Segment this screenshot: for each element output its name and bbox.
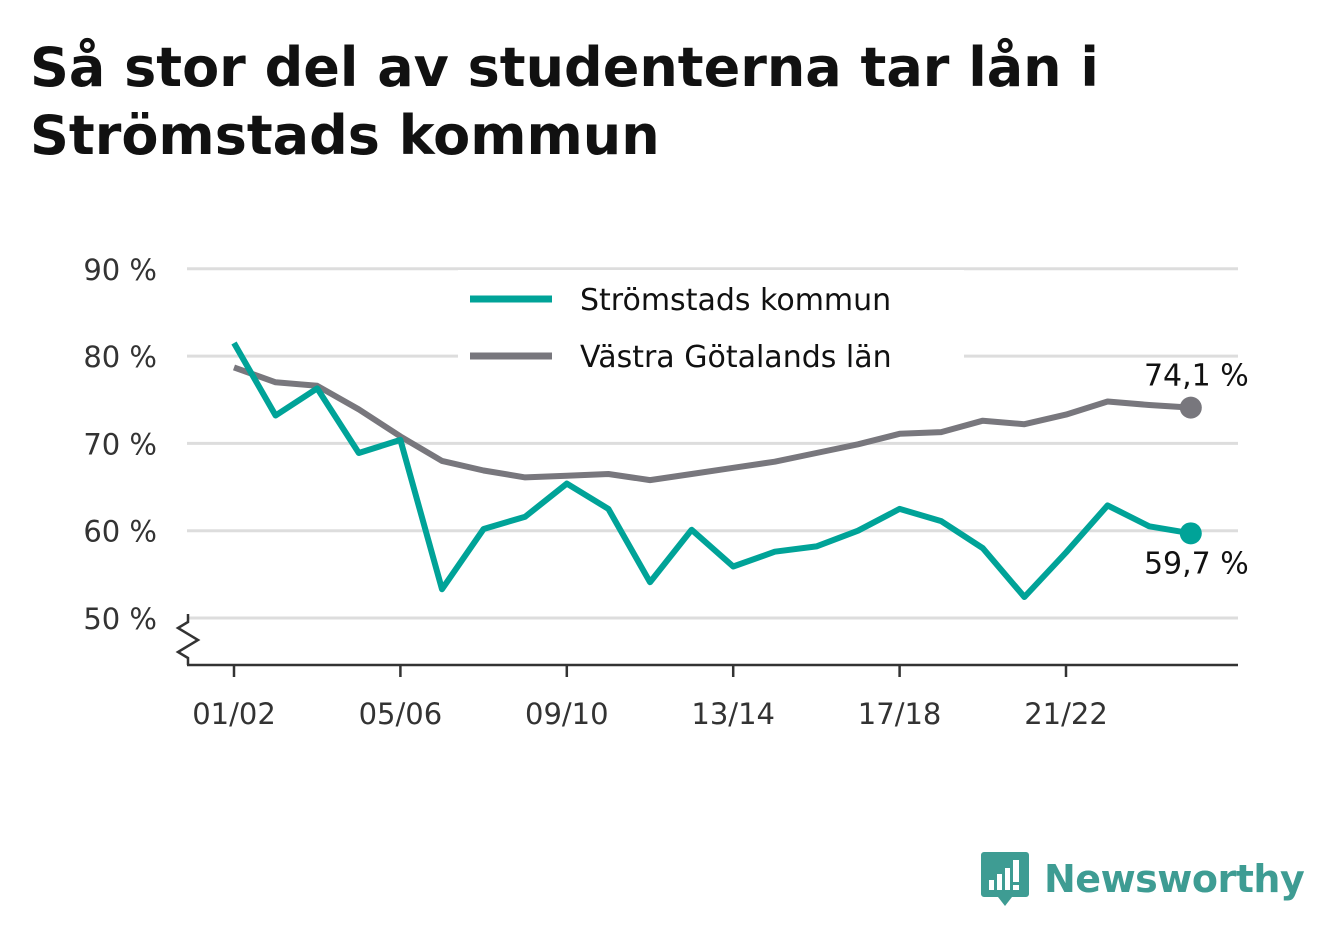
series-end-point-0 <box>1179 522 1202 545</box>
brand-name: Newsworthy <box>1044 857 1305 901</box>
y-tick-label: 60 % <box>83 515 157 549</box>
grid-lines <box>187 267 1238 620</box>
x-tick-label: 17/18 <box>858 697 942 731</box>
legend-label-1: Västra Götalands län <box>580 340 892 375</box>
legend: Strömstads kommun Västra Götalands län <box>458 270 964 388</box>
end-label-stromstad: 59,7 % <box>1144 546 1249 581</box>
x-tick-label: 21/22 <box>1024 697 1108 731</box>
axes: 50 % 60 % 70 % 80 % 90 % 01/02 05/06 09/10 13/14… <box>83 253 1238 731</box>
y-tick-label: 90 % <box>83 253 157 287</box>
y-tick-label: 50 % <box>83 602 157 636</box>
series-line-1 <box>232 364 1191 484</box>
y-axis-break <box>175 614 201 665</box>
x-tick-label: 01/02 <box>192 697 276 731</box>
newsworthy-logo: Newsworthy <box>980 850 1305 908</box>
newsworthy-logo-icon <box>981 852 1029 906</box>
series-line-0 <box>231 341 1192 600</box>
series-end-point-1 <box>1179 396 1202 419</box>
end-labels: 74,1 % 59,7 % <box>1144 359 1249 582</box>
x-tick-label: 09/10 <box>525 697 609 731</box>
x-tick-label: 13/14 <box>691 697 775 731</box>
series-lines <box>231 341 1202 600</box>
legend-label-0: Strömstads kommun <box>580 283 891 318</box>
chart-title: Så stor del av studenterna tar lån i Str… <box>30 36 1099 167</box>
end-label-vastra-gotaland: 74,1 % <box>1144 359 1249 394</box>
legend-background <box>458 270 964 388</box>
x-tick-label: 05/06 <box>359 697 443 731</box>
y-tick-label: 70 % <box>83 427 157 461</box>
y-tick-label: 80 % <box>83 340 157 374</box>
